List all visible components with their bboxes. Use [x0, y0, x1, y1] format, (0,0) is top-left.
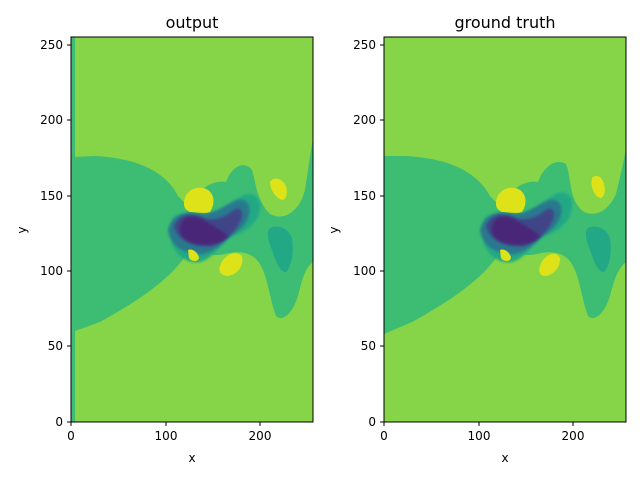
panel-output: output 0 100 200	[15, 13, 314, 465]
x-tick: 200	[562, 422, 585, 443]
y-tick-label: 250	[353, 38, 376, 52]
x-tick-label: 200	[249, 429, 272, 443]
y-tick: 200	[353, 113, 384, 127]
contour-lower-positive-lobe	[219, 253, 243, 276]
contour-right-negative-lobe	[585, 226, 611, 272]
y-tick-label: 0	[55, 415, 63, 429]
chart-title: output	[166, 13, 219, 32]
chart-title: ground truth	[454, 13, 555, 32]
y-axis: 0 50 100 150 200 250 y	[327, 38, 384, 429]
x-tick: 200	[249, 422, 272, 443]
x-tick-label: 100	[468, 429, 491, 443]
y-tick: 0	[55, 415, 71, 429]
contour-field	[71, 37, 313, 422]
x-tick-label: 100	[155, 429, 178, 443]
y-axis: 0 50 100 150 200 250 y	[15, 38, 71, 429]
x-tick-label: 0	[380, 429, 388, 443]
contour-right-positive-lobe	[591, 176, 605, 198]
y-tick-label: 150	[40, 189, 63, 203]
x-tick-label: 0	[67, 429, 75, 443]
y-tick: 100	[353, 264, 384, 278]
x-tick: 0	[380, 422, 388, 443]
y-tick: 250	[40, 38, 71, 52]
x-tick-label: 200	[562, 429, 585, 443]
contour-core	[491, 216, 540, 245]
contour-right-band	[190, 138, 313, 319]
x-axis-label: x	[188, 451, 195, 465]
y-tick-label: 0	[368, 415, 376, 429]
y-tick-label: 50	[361, 339, 376, 353]
y-tick: 250	[353, 38, 384, 52]
y-tick-label: 250	[40, 38, 63, 52]
y-tick-label: 100	[40, 264, 63, 278]
axes-frame	[383, 36, 627, 423]
axes-frame	[70, 36, 314, 423]
y-axis-label: y	[15, 226, 29, 233]
panel-ground-truth: ground truth 0 100 200 x 0 50 100	[327, 13, 627, 465]
x-tick: 100	[155, 422, 178, 443]
x-tick: 100	[468, 422, 491, 443]
contour-edge-artifact	[71, 37, 75, 422]
y-tick-label: 150	[353, 189, 376, 203]
contour-small-positive-lobe	[500, 249, 511, 261]
y-tick: 150	[40, 189, 71, 203]
contour-wake	[75, 156, 195, 331]
contour-upper-positive-lobe	[184, 187, 214, 213]
y-tick-label: 200	[353, 113, 376, 127]
contour-wake	[384, 156, 507, 334]
contour-right-band	[502, 148, 626, 319]
y-tick-label: 50	[48, 339, 63, 353]
contour-core	[179, 216, 228, 245]
y-tick: 150	[353, 189, 384, 203]
contour-right-positive-lobe	[270, 178, 287, 200]
contour-field	[384, 37, 626, 422]
y-axis-label: y	[327, 226, 341, 233]
contour-small-positive-lobe	[188, 249, 199, 261]
y-tick-label: 200	[40, 113, 63, 127]
x-axis: 0 100 200 x	[67, 422, 271, 465]
y-tick: 50	[48, 339, 71, 353]
contour-upper-positive-lobe	[496, 187, 526, 213]
x-axis-label: x	[501, 451, 508, 465]
y-tick-label: 100	[353, 264, 376, 278]
contour-right-negative-lobe	[267, 226, 293, 272]
y-tick: 0	[368, 415, 384, 429]
y-tick: 100	[40, 264, 71, 278]
y-tick: 50	[361, 339, 384, 353]
x-tick: 0	[67, 422, 75, 443]
x-axis: 0 100 200 x	[380, 422, 584, 465]
y-tick: 200	[40, 113, 71, 127]
contour-lower-positive-lobe	[539, 253, 560, 276]
